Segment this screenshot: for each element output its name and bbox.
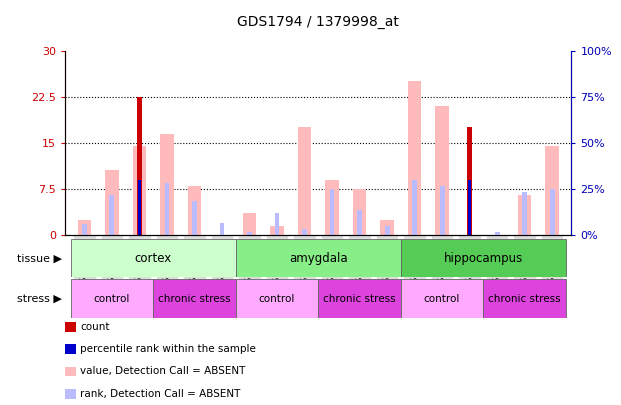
Text: hippocampus: hippocampus — [443, 252, 523, 265]
Bar — [353, 189, 366, 235]
Bar — [188, 186, 201, 235]
Text: value, Detection Call = ABSENT: value, Detection Call = ABSENT — [80, 367, 245, 376]
Bar — [165, 183, 170, 235]
Bar — [243, 213, 256, 235]
Bar — [78, 220, 91, 235]
Bar — [247, 232, 252, 235]
Bar — [160, 134, 174, 235]
Bar — [483, 279, 566, 318]
Bar — [330, 189, 335, 235]
Bar — [153, 279, 236, 318]
Bar — [192, 201, 197, 235]
Bar — [522, 192, 527, 235]
Bar — [137, 97, 142, 235]
Text: cortex: cortex — [135, 252, 172, 265]
Bar — [297, 128, 311, 235]
Text: chronic stress: chronic stress — [323, 294, 396, 304]
Bar — [138, 180, 141, 235]
Text: chronic stress: chronic stress — [158, 294, 231, 304]
Text: control: control — [94, 294, 130, 304]
Bar — [236, 279, 319, 318]
Bar — [109, 195, 114, 235]
Bar — [401, 239, 566, 277]
Bar — [325, 180, 339, 235]
Bar — [518, 195, 532, 235]
Bar — [357, 210, 362, 235]
Text: stress ▶: stress ▶ — [17, 294, 62, 304]
Bar — [545, 146, 559, 235]
Text: count: count — [80, 322, 110, 332]
Bar — [270, 226, 284, 235]
Bar — [133, 146, 147, 235]
Bar — [236, 239, 401, 277]
Bar — [219, 223, 224, 235]
Bar — [435, 106, 449, 235]
Bar — [440, 186, 445, 235]
Bar — [380, 220, 394, 235]
Text: amygdala: amygdala — [289, 252, 348, 265]
Text: control: control — [259, 294, 295, 304]
Bar — [468, 180, 471, 235]
Bar — [401, 279, 483, 318]
Bar — [550, 189, 555, 235]
Text: chronic stress: chronic stress — [488, 294, 561, 304]
Bar — [302, 229, 307, 235]
Bar — [412, 180, 417, 235]
Bar — [319, 279, 401, 318]
Bar — [494, 232, 499, 235]
Bar — [71, 239, 236, 277]
Bar — [384, 226, 389, 235]
Bar — [82, 224, 87, 235]
Text: GDS1794 / 1379998_at: GDS1794 / 1379998_at — [237, 15, 399, 29]
Bar — [71, 279, 153, 318]
Text: tissue ▶: tissue ▶ — [17, 253, 62, 263]
Bar — [105, 171, 119, 235]
Bar — [468, 128, 472, 235]
Text: rank, Detection Call = ABSENT: rank, Detection Call = ABSENT — [80, 389, 240, 399]
Text: control: control — [424, 294, 460, 304]
Bar — [274, 213, 279, 235]
Text: percentile rank within the sample: percentile rank within the sample — [80, 344, 256, 354]
Bar — [467, 180, 472, 235]
Bar — [407, 81, 422, 235]
